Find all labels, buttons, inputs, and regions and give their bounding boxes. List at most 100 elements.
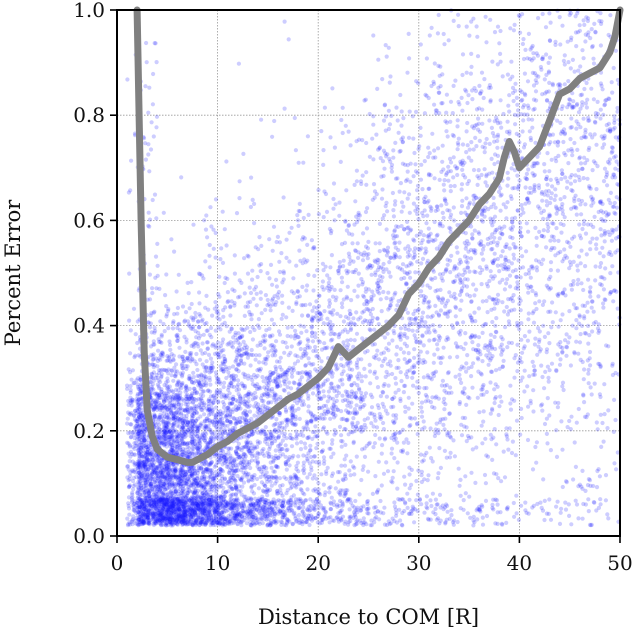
scatter-point xyxy=(278,269,283,275)
scatter-point xyxy=(296,160,301,165)
scatter-point xyxy=(242,313,247,318)
scatter-point xyxy=(442,196,447,201)
scatter-point xyxy=(464,284,470,289)
scatter-point xyxy=(246,395,251,400)
scatter-point xyxy=(165,499,170,504)
scatter-point xyxy=(524,176,529,181)
scatter-point xyxy=(161,321,166,327)
scatter-point xyxy=(410,504,415,509)
scatter-point xyxy=(142,477,148,482)
scatter-point xyxy=(561,387,566,393)
scatter-point xyxy=(405,219,410,224)
scatter-point xyxy=(535,352,540,357)
scatter-point xyxy=(326,280,331,285)
scatter-point xyxy=(458,477,463,482)
scatter-point xyxy=(522,71,528,76)
scatter-point xyxy=(330,471,335,476)
scatter-point xyxy=(147,272,152,277)
scatter-point xyxy=(364,182,369,187)
scatter-point xyxy=(613,250,618,255)
scatter-point xyxy=(375,385,381,390)
scatter-point xyxy=(534,440,540,445)
scatter-point xyxy=(305,337,310,342)
scatter-point xyxy=(248,290,254,296)
scatter-point xyxy=(492,161,497,167)
scatter-point xyxy=(403,409,408,414)
scatter-point xyxy=(258,342,263,348)
scatter-point xyxy=(375,509,380,514)
scatter-point xyxy=(348,337,353,342)
scatter-point xyxy=(198,422,203,427)
scatter-point xyxy=(528,401,533,406)
scatter-point xyxy=(266,383,271,388)
scatter-point xyxy=(533,89,539,94)
scatter-point xyxy=(459,182,465,187)
scatter-point xyxy=(228,401,233,407)
scatter-point xyxy=(208,427,213,432)
scatter-point xyxy=(463,491,468,496)
scatter-point xyxy=(155,263,160,268)
scatter-point xyxy=(582,414,588,419)
scatter-point xyxy=(179,175,184,180)
scatter-point xyxy=(547,38,553,43)
scatter-point xyxy=(419,400,425,405)
scatter-point xyxy=(533,78,538,83)
scatter-point xyxy=(394,352,399,357)
scatter-point xyxy=(467,294,473,299)
scatter-point xyxy=(213,508,218,513)
scatter-point xyxy=(431,360,436,365)
scatter-point xyxy=(386,45,391,50)
scatter-point xyxy=(306,356,311,361)
scatter-point xyxy=(514,274,520,280)
scatter-point xyxy=(477,138,482,143)
scatter-point xyxy=(282,522,287,528)
scatter-point xyxy=(154,488,160,493)
scatter-point xyxy=(476,168,481,173)
scatter-point xyxy=(399,109,404,114)
scatter-point xyxy=(560,171,565,176)
scatter-point xyxy=(580,226,585,232)
scatter-point xyxy=(436,63,441,68)
scatter-point xyxy=(366,300,371,305)
scatter-point xyxy=(412,150,417,156)
scatter-point xyxy=(300,261,305,266)
scatter-point xyxy=(302,349,307,354)
scatter-point xyxy=(427,151,432,156)
scatter-point xyxy=(264,328,269,333)
scatter-point xyxy=(130,478,136,484)
scatter-point xyxy=(160,408,165,413)
scatter-point xyxy=(482,167,487,172)
scatter-point xyxy=(596,467,601,472)
scatter-point xyxy=(154,521,159,526)
scatter-point xyxy=(138,497,144,502)
scatter-point xyxy=(541,323,546,328)
scatter-point xyxy=(453,374,458,379)
scatter-point xyxy=(306,272,311,278)
scatter-point xyxy=(339,356,344,361)
scatter-point xyxy=(562,53,567,58)
scatter-point xyxy=(254,291,259,296)
scatter-point xyxy=(586,367,591,372)
scatter-point xyxy=(194,404,199,409)
scatter-point xyxy=(206,502,211,507)
scatter-point xyxy=(480,441,485,446)
scatter-point xyxy=(337,213,342,218)
scatter-point xyxy=(328,326,333,331)
scatter-point xyxy=(295,213,300,218)
scatter-point xyxy=(351,464,356,469)
scatter-point xyxy=(158,319,163,324)
scatter-point xyxy=(560,312,565,317)
scatter-point xyxy=(465,433,471,439)
scatter-point xyxy=(145,520,150,525)
scatter-point xyxy=(189,482,194,487)
scatter-point xyxy=(456,142,461,147)
scatter-point xyxy=(525,437,531,443)
scatter-point xyxy=(356,255,361,260)
scatter-point xyxy=(156,513,161,518)
scatter-point xyxy=(359,394,364,399)
scatter-point xyxy=(470,232,475,237)
scatter-point xyxy=(228,501,233,506)
scatter-point xyxy=(125,421,130,426)
scatter-point xyxy=(137,496,142,501)
scatter-point xyxy=(459,210,464,215)
